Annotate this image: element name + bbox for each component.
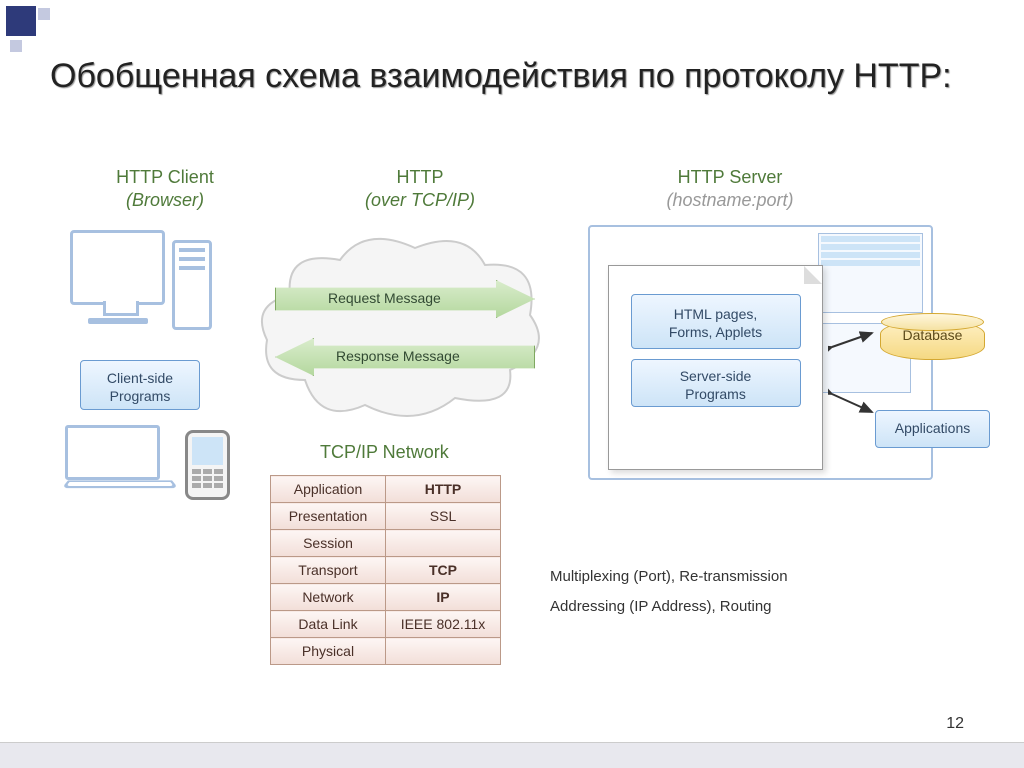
response-label: Response Message <box>336 348 460 364</box>
osi-layer-cell: Transport <box>271 557 386 584</box>
client-programs-box: Client-sidePrograms <box>80 360 200 410</box>
server-document-panel: HTML pages,Forms, Applets Server-sidePro… <box>608 265 823 470</box>
client-subtitle: (Browser) <box>126 190 204 210</box>
server-title: HTTP Server <box>678 167 783 187</box>
applications-box: Applications <box>875 410 990 448</box>
server-column-header: HTTP Server (hostname:port) <box>630 166 830 213</box>
osi-table: ApplicationHTTPPresentationSSLSessionTra… <box>270 475 501 665</box>
page-number: 12 <box>946 715 964 733</box>
http-title: HTTP <box>397 167 444 187</box>
client-programs-label: Client-sidePrograms <box>107 370 173 404</box>
database-icon: Database <box>880 320 985 375</box>
osi-protocol-cell: IEEE 802.11x <box>386 611 501 638</box>
server-programs-label: Server-sidePrograms <box>680 368 752 402</box>
slide-title: Обобщенная схема взаимодействия по прото… <box>50 55 952 98</box>
monitor-icon <box>70 230 165 305</box>
pc-tower-icon <box>172 240 212 330</box>
osi-protocol-cell <box>386 638 501 665</box>
tcp-ip-network-label: TCP/IP Network <box>320 442 449 463</box>
osi-protocol-cell: HTTP <box>386 476 501 503</box>
osi-layer-cell: Application <box>271 476 386 503</box>
html-pages-label: HTML pages,Forms, Applets <box>669 306 762 340</box>
slide-corner-decoration <box>6 6 50 52</box>
osi-protocol-cell: SSL <box>386 503 501 530</box>
osi-layer-cell: Data Link <box>271 611 386 638</box>
client-devices-group: Client-sidePrograms <box>60 225 240 495</box>
laptop-icon <box>65 425 175 495</box>
osi-layer-cell: Presentation <box>271 503 386 530</box>
osi-layer-cell: Session <box>271 530 386 557</box>
server-programs-box: Server-sidePrograms <box>631 359 801 407</box>
phone-icon <box>185 430 230 500</box>
http-diagram: HTTP Client (Browser) HTTP (over TCP/IP)… <box>30 170 990 715</box>
html-pages-box: HTML pages,Forms, Applets <box>631 294 801 349</box>
server-subtitle: (hostname:port) <box>666 190 793 210</box>
conn-arrow-app <box>828 388 878 418</box>
applications-label: Applications <box>895 420 971 436</box>
client-title: HTTP Client <box>116 167 214 187</box>
http-column-header: HTTP (over TCP/IP) <box>340 166 500 213</box>
network-cloud-icon <box>255 230 545 425</box>
http-subtitle: (over TCP/IP) <box>365 190 475 210</box>
server-window-icon <box>818 233 923 313</box>
conn-arrow-db <box>828 325 878 355</box>
network-annotation: Addressing (IP Address), Routing <box>550 598 772 615</box>
osi-layer-cell: Physical <box>271 638 386 665</box>
transport-annotation: Multiplexing (Port), Re-transmission <box>550 568 788 585</box>
osi-layer-cell: Network <box>271 584 386 611</box>
osi-protocol-cell: TCP <box>386 557 501 584</box>
osi-protocol-cell: IP <box>386 584 501 611</box>
database-label: Database <box>881 327 984 343</box>
bottom-bar <box>0 742 1024 768</box>
request-label: Request Message <box>328 290 441 306</box>
client-column-header: HTTP Client (Browser) <box>85 166 245 213</box>
osi-protocol-cell <box>386 530 501 557</box>
